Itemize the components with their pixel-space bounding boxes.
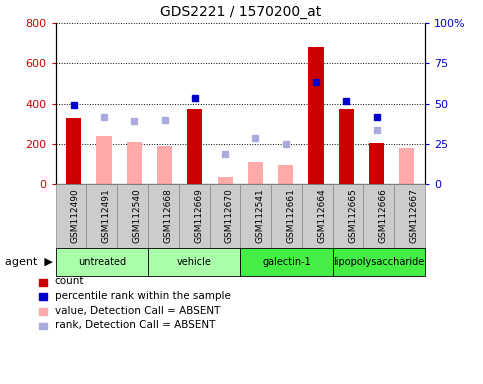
Bar	[127, 142, 142, 184]
Text: GSM112669: GSM112669	[194, 189, 203, 243]
Text: vehicle: vehicle	[177, 257, 212, 267]
Text: GSM112541: GSM112541	[256, 189, 265, 243]
Text: rank, Detection Call = ABSENT: rank, Detection Call = ABSENT	[55, 320, 215, 330]
Text: count: count	[55, 276, 84, 286]
Bar	[187, 109, 202, 184]
Text: untreated: untreated	[78, 257, 126, 267]
Text: GSM112540: GSM112540	[132, 189, 142, 243]
Text: percentile rank within the sample: percentile rank within the sample	[55, 291, 230, 301]
Text: GSM112668: GSM112668	[163, 189, 172, 243]
Text: GSM112666: GSM112666	[379, 189, 388, 243]
Text: GSM112490: GSM112490	[71, 189, 80, 243]
Text: galectin-1: galectin-1	[262, 257, 311, 267]
Bar	[278, 165, 293, 184]
Text: agent  ▶: agent ▶	[5, 257, 53, 267]
Bar	[66, 118, 81, 184]
Text: GSM112661: GSM112661	[286, 189, 296, 243]
Text: GSM112665: GSM112665	[348, 189, 357, 243]
Bar	[339, 109, 354, 184]
Bar	[217, 177, 233, 184]
Bar	[399, 149, 414, 184]
Text: GSM112667: GSM112667	[410, 189, 419, 243]
Bar	[248, 162, 263, 184]
Text: GSM112670: GSM112670	[225, 189, 234, 243]
Title: GDS2221 / 1570200_at: GDS2221 / 1570200_at	[160, 5, 321, 19]
Bar	[97, 136, 112, 184]
Text: GSM112664: GSM112664	[317, 189, 327, 243]
Text: value, Detection Call = ABSENT: value, Detection Call = ABSENT	[55, 306, 220, 316]
Bar	[157, 146, 172, 184]
Bar	[309, 47, 324, 184]
Text: lipopolysaccharide: lipopolysaccharide	[333, 257, 425, 267]
Bar	[369, 143, 384, 184]
Text: GSM112491: GSM112491	[102, 189, 111, 243]
